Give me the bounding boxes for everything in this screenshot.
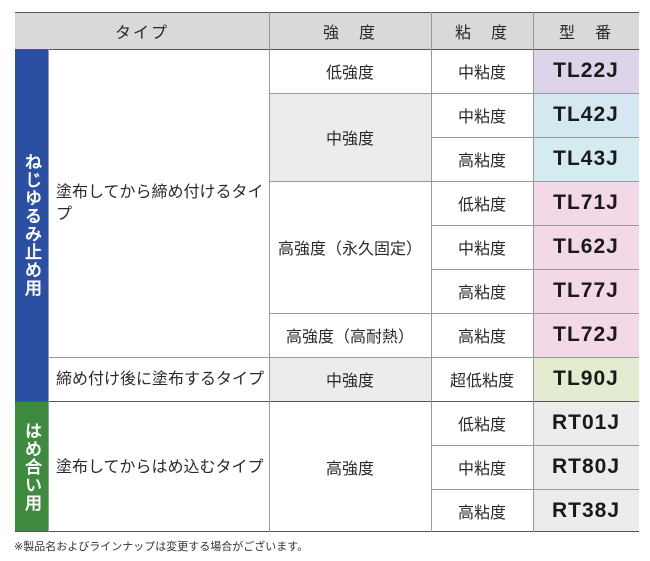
- footnote: ※製品名およびラインナップは変更する場合がございます。: [14, 540, 309, 553]
- viscosity-cell: 中粘度: [431, 49, 533, 93]
- viscosity-cell: 高粘度: [431, 269, 533, 313]
- viscosity-cell: 中粘度: [431, 93, 533, 137]
- header-type: タイプ: [15, 12, 269, 49]
- model-number: TL62J: [533, 225, 639, 269]
- group-label-fitting: はめ合い用: [15, 401, 48, 532]
- header-strength: 強 度: [269, 12, 431, 49]
- column-divider: [431, 12, 432, 532]
- model-number: TL71J: [533, 181, 639, 225]
- model-number: RT38J: [533, 489, 639, 532]
- table-border-bottom: [15, 531, 639, 532]
- row-divider: [48, 357, 639, 358]
- product-table: タイプ 強 度 粘 度 型 番 ねじゆるみ止め用 はめ合い用 塗布してから締め付…: [15, 12, 639, 532]
- row-divider: [431, 225, 639, 226]
- strength-cell: 高強度（永久固定）: [269, 181, 431, 313]
- viscosity-cell: 低粘度: [431, 401, 533, 445]
- row-divider: [269, 313, 639, 314]
- row-divider: [269, 93, 639, 94]
- header-model: 型 番: [533, 12, 639, 49]
- strength-cell: 低強度: [269, 49, 431, 93]
- model-number: TL72J: [533, 313, 639, 357]
- group-divider: [15, 401, 639, 402]
- strength-cell: 高強度: [269, 401, 431, 532]
- model-number: RT80J: [533, 445, 639, 489]
- model-number: TL77J: [533, 269, 639, 313]
- table-border-top: [15, 12, 639, 13]
- viscosity-cell: 低粘度: [431, 181, 533, 225]
- model-number: RT01J: [533, 401, 639, 445]
- type-apply-then-fit: 塗布してからはめ込むタイプ: [48, 401, 269, 532]
- strength-cell: 中強度: [269, 93, 431, 181]
- row-divider: [431, 269, 639, 270]
- row-divider: [269, 181, 639, 182]
- type-apply-then-tighten: 塗布してから締め付けるタイプ: [48, 49, 269, 357]
- strength-cell: 中強度: [269, 357, 431, 401]
- row-divider: [431, 489, 639, 490]
- header-viscosity: 粘 度: [431, 12, 533, 49]
- column-divider: [269, 12, 270, 532]
- viscosity-cell: 高粘度: [431, 489, 533, 532]
- header-divider: [15, 49, 639, 50]
- viscosity-cell: 超低粘度: [431, 357, 533, 401]
- model-number: TL43J: [533, 137, 639, 181]
- viscosity-cell: 高粘度: [431, 313, 533, 357]
- group-label-screw-lock: ねじゆるみ止め用: [15, 49, 48, 401]
- model-number: TL22J: [533, 49, 639, 93]
- row-divider: [431, 137, 639, 138]
- model-number: TL90J: [533, 357, 639, 401]
- strength-cell: 高強度（高耐熱）: [269, 313, 431, 357]
- column-divider: [48, 49, 49, 532]
- column-divider: [533, 12, 534, 532]
- viscosity-cell: 中粘度: [431, 225, 533, 269]
- type-tighten-then-apply: 締め付け後に塗布するタイプ: [48, 357, 269, 401]
- row-divider: [431, 445, 639, 446]
- model-number: TL42J: [533, 93, 639, 137]
- viscosity-cell: 中粘度: [431, 445, 533, 489]
- viscosity-cell: 高粘度: [431, 137, 533, 181]
